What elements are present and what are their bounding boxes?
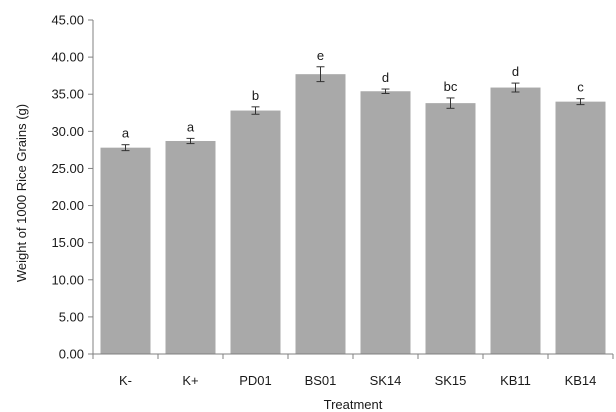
significance-label: bc: [444, 79, 458, 94]
bar: [230, 110, 281, 354]
significance-label: d: [382, 70, 389, 85]
bar: [360, 91, 411, 355]
significance-label: d: [512, 64, 519, 79]
error-bar: [576, 98, 585, 106]
significance-label: a: [187, 119, 195, 134]
y-tick-label: 10.00: [51, 272, 84, 287]
error-bar: [186, 137, 195, 145]
error-bar: [511, 82, 520, 93]
y-tick-label: 35.00: [51, 87, 84, 102]
y-tick-label: 0.00: [59, 347, 84, 362]
y-axis-ticks: 0.00 5.00 10.00 15.00 20.00 25.00 30.00 35.00 40…: [51, 13, 93, 362]
significance-label: c: [577, 80, 584, 95]
error-bar: [316, 66, 325, 83]
error-bar: [251, 106, 260, 115]
significance-label: b: [252, 88, 259, 103]
y-tick-label: 25.00: [51, 161, 84, 176]
y-tick-label: 40.00: [51, 50, 84, 65]
error-bar: [446, 97, 455, 109]
y-tick-label: 45.00: [51, 13, 84, 28]
significance-label: e: [317, 48, 324, 63]
y-axis-title: Weight of 1000 Rice Grains (g): [14, 104, 29, 282]
x-tick-label: KB14: [565, 373, 597, 388]
bar: [100, 147, 151, 354]
error-bar: [381, 88, 390, 94]
x-tick-label: PD01: [239, 373, 272, 388]
x-axis-ticks: K- K+ PD01 BS01 SK14 SK15 KB11 KB14: [92, 354, 614, 388]
y-tick-label: 20.00: [51, 198, 84, 213]
bars: [100, 74, 606, 355]
x-tick-label: SK15: [435, 373, 467, 388]
y-tick-label: 5.00: [59, 309, 84, 324]
error-bars: [121, 66, 585, 152]
error-bar: [121, 144, 130, 152]
significance-labels: a a b e d bc d c: [122, 48, 584, 141]
x-tick-label: BS01: [305, 373, 337, 388]
bar: [295, 74, 346, 354]
bar: [425, 103, 476, 354]
significance-label: a: [122, 126, 130, 141]
y-tick-label: 15.00: [51, 235, 84, 250]
bar: [555, 101, 606, 355]
bar: [490, 87, 541, 354]
x-tick-label: K+: [182, 373, 198, 388]
x-tick-label: KB11: [500, 373, 531, 388]
bar: [165, 140, 216, 354]
y-tick-label: 30.00: [51, 124, 84, 139]
x-axis-title: Treatment: [324, 397, 383, 412]
x-tick-label: K-: [119, 373, 132, 388]
x-tick-label: SK14: [370, 373, 402, 388]
